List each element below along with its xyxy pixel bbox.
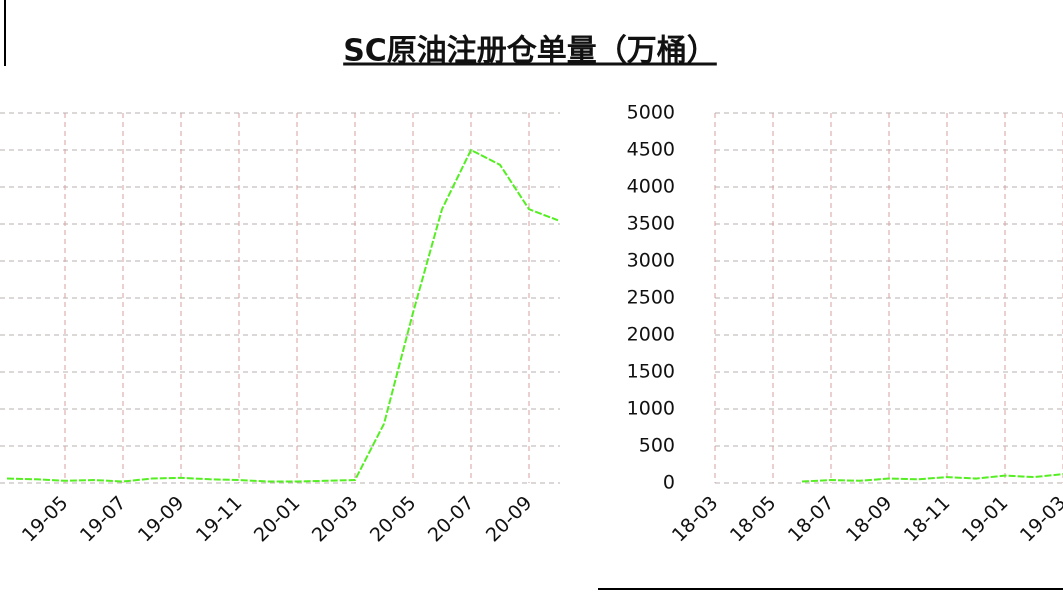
x-tick-label: 19-07: [76, 492, 131, 547]
y-tick-label: 2500: [627, 287, 675, 309]
x-tick-label: 18-11: [900, 492, 955, 547]
x-tick-label: 20-05: [366, 492, 421, 547]
x-tick-label: 18-09: [842, 492, 897, 547]
y-tick-label: 3000: [627, 250, 675, 272]
y-tick-label: 1500: [627, 361, 675, 383]
data-line: [6, 148, 559, 483]
y-tick-label: 0: [663, 472, 675, 494]
x-tick-label: 18-07: [784, 492, 839, 547]
data-line: [801, 473, 1063, 483]
x-tick-label: 19-05: [18, 492, 73, 547]
y-tick-label: 4000: [627, 176, 675, 198]
x-tick-label: 19-09: [134, 492, 189, 547]
x-tick-label: 19-03: [1016, 492, 1063, 547]
y-tick-label: 2000: [627, 324, 675, 346]
x-tick-label: 20-03: [308, 492, 363, 547]
y-tick-label: 5000: [627, 102, 675, 124]
y-tick-label: 500: [639, 435, 675, 457]
x-tick-label: 19-11: [192, 492, 247, 547]
x-tick-label: 20-07: [424, 492, 479, 547]
x-tick-label: 20-09: [482, 492, 537, 547]
x-tick-label: 19-01: [958, 492, 1013, 547]
chart-title: SC原油注册仓单量（万桶）: [343, 34, 717, 69]
x-tick-label: 18-05: [726, 492, 781, 547]
y-tick-label: 4500: [627, 139, 675, 161]
x-tick-label: 20-01: [250, 492, 305, 547]
y-tick-label: 3500: [627, 213, 675, 235]
y-tick-label: 1000: [627, 398, 675, 420]
x-tick-label: 18-03: [668, 492, 723, 547]
